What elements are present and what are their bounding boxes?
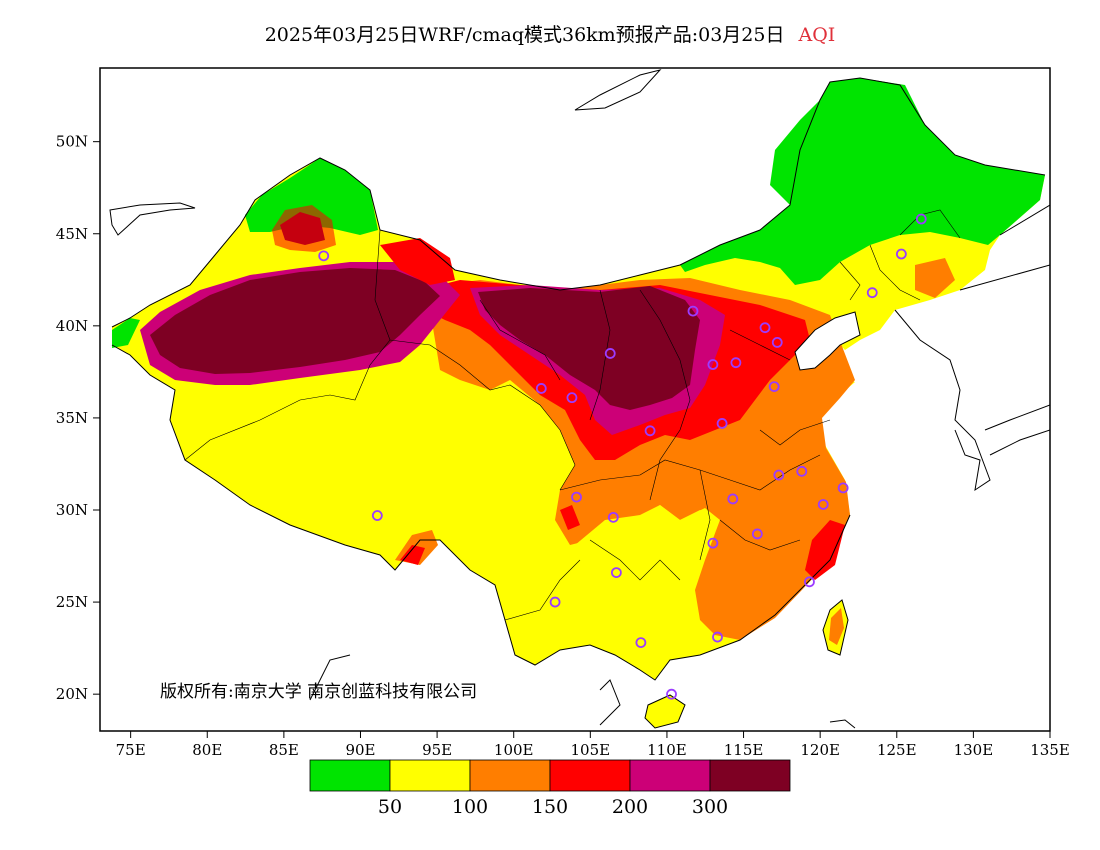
lon-tick-label: 95E [422,741,452,759]
station-marker [607,511,619,523]
lon-tick-label: 85E [269,741,299,759]
region-west-green [112,318,140,348]
lon-tick-label: 110E [647,741,687,759]
station-marker [804,576,815,588]
bohai-sea [794,311,861,371]
lat-tick-label: 40N [56,317,88,335]
longitude-axis: 75E 80E 85E 90E 95E 100E 105E 110E 115E 120E 125E 1… [116,731,1070,759]
station-marker [768,381,780,393]
lon-tick-label: 80E [192,741,222,759]
legend-swatch [309,759,391,792]
station-marker [751,528,763,540]
map-area [109,69,1050,729]
legend-label: 150 [532,796,568,818]
lat-tick-label: 45N [56,225,88,243]
station-marker [535,383,547,394]
lat-tick-label: 20N [56,685,88,703]
station-marker [866,287,878,299]
station-marker [771,337,783,348]
region-xinjiang-green [245,158,378,235]
region-urumqi-red [272,205,336,252]
lon-tick-label: 105E [571,741,611,759]
station-marker [687,305,699,317]
station-marker [318,250,330,262]
station-marker [712,631,723,643]
station-marker [371,510,383,521]
city-stations [318,213,927,700]
station-marker [666,688,677,700]
station-marker [817,499,829,510]
lat-tick-label: 25N [56,593,88,611]
region-tibet-red [400,545,425,565]
lon-tick-label: 75E [116,741,146,759]
lon-tick-label: 120E [800,741,840,759]
station-marker [727,493,739,505]
lon-tick-label: 90E [345,741,375,759]
legend-label: 100 [452,796,488,818]
legend-swatch [469,759,551,792]
region-sichuan-red [560,505,580,530]
station-marker [549,596,561,608]
lat-tick-label: 30N [56,501,88,519]
legend-swatch [549,759,631,792]
station-marker [796,465,808,477]
legend-swatch [389,759,471,792]
legend-label: 200 [612,796,648,818]
lon-tick-label: 135E [1030,741,1070,759]
region-liaoning-orange [915,258,955,298]
station-marker [716,418,728,429]
station-marker [759,322,771,334]
station-marker [730,357,742,369]
title-variable: AQI [798,24,836,46]
region-guizhou-yellow [570,505,718,655]
copyright-text: 版权所有:南京大学 南京创蓝科技有限公司 [160,682,477,702]
yellow-sea [830,370,920,480]
title-main: 2025年03月25日WRF/cmaq模式36km预报产品:03月25日 [264,24,785,46]
region-hami-red [380,238,455,285]
region-coast-red [805,520,845,580]
lon-tick-label: 130E [954,741,994,759]
station-marker [644,425,656,437]
lon-tick-label: 125E [877,741,917,759]
station-marker [707,537,719,549]
legend-swatch [709,759,791,792]
region-taiwan-orange [829,608,844,645]
region-hainan [645,695,685,728]
station-marker [707,359,719,370]
region-maroon-central [478,286,700,410]
legend-label: 50 [378,796,402,818]
lon-tick-label: 115E [724,741,764,759]
station-marker [571,491,582,503]
station-marker [604,348,616,359]
station-marker [610,567,622,579]
station-marker [635,637,647,648]
station-marker [566,392,578,404]
station-marker [837,482,849,494]
region-tarim-maroon [150,268,440,374]
station-marker [773,469,785,481]
region-northeast-green [680,78,1045,285]
lat-tick-label: 35N [56,409,88,427]
map-frame [99,67,1051,732]
lat-tick-label: 50N [56,133,88,151]
station-marker [915,213,927,225]
legend-swatch [629,759,711,792]
map-title: 2025年03月25日WRF/cmaq模式36km预报产品:03月25日 AQI [0,20,1100,47]
station-marker [895,248,907,260]
latitude-axis: 20N 25N 30N 35N 40N 45N 50N [56,133,100,703]
color-legend: 50 100 150 200 300 [309,759,791,818]
lon-tick-label: 100E [494,741,534,759]
legend-label: 300 [692,796,728,818]
province-borders [184,209,961,621]
